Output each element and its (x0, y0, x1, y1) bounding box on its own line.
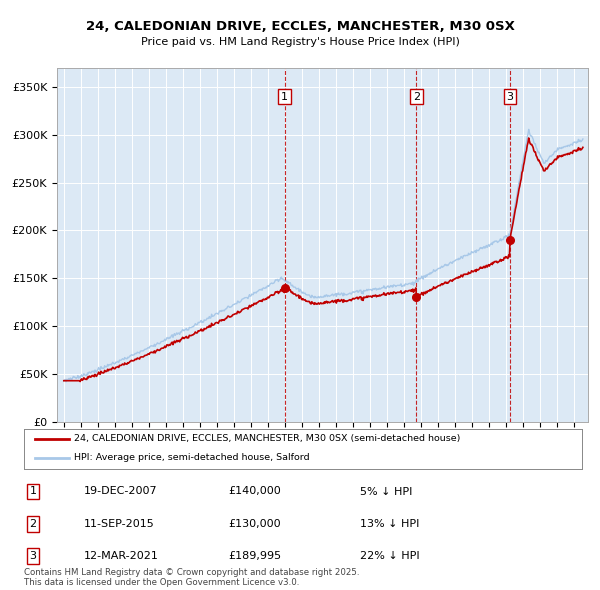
Text: 24, CALEDONIAN DRIVE, ECCLES, MANCHESTER, M30 0SX (semi-detached house): 24, CALEDONIAN DRIVE, ECCLES, MANCHESTER… (74, 434, 461, 444)
Text: 11-SEP-2015: 11-SEP-2015 (84, 519, 155, 529)
Text: Contains HM Land Registry data © Crown copyright and database right 2025.
This d: Contains HM Land Registry data © Crown c… (24, 568, 359, 587)
Text: £130,000: £130,000 (228, 519, 281, 529)
Text: 3: 3 (506, 91, 514, 101)
Text: 19-DEC-2007: 19-DEC-2007 (84, 487, 158, 496)
Text: 24, CALEDONIAN DRIVE, ECCLES, MANCHESTER, M30 0SX: 24, CALEDONIAN DRIVE, ECCLES, MANCHESTER… (86, 20, 514, 33)
Text: 2: 2 (29, 519, 37, 529)
Text: 13% ↓ HPI: 13% ↓ HPI (360, 519, 419, 529)
Text: 22% ↓ HPI: 22% ↓ HPI (360, 551, 419, 560)
Text: £140,000: £140,000 (228, 487, 281, 496)
Text: 2: 2 (413, 91, 420, 101)
Text: 12-MAR-2021: 12-MAR-2021 (84, 551, 159, 560)
Text: £189,995: £189,995 (228, 551, 281, 560)
Text: 3: 3 (29, 551, 37, 560)
Text: 1: 1 (29, 487, 37, 496)
Text: 1: 1 (281, 91, 288, 101)
Text: HPI: Average price, semi-detached house, Salford: HPI: Average price, semi-detached house,… (74, 453, 310, 463)
Text: Price paid vs. HM Land Registry's House Price Index (HPI): Price paid vs. HM Land Registry's House … (140, 38, 460, 47)
Text: 5% ↓ HPI: 5% ↓ HPI (360, 487, 412, 496)
